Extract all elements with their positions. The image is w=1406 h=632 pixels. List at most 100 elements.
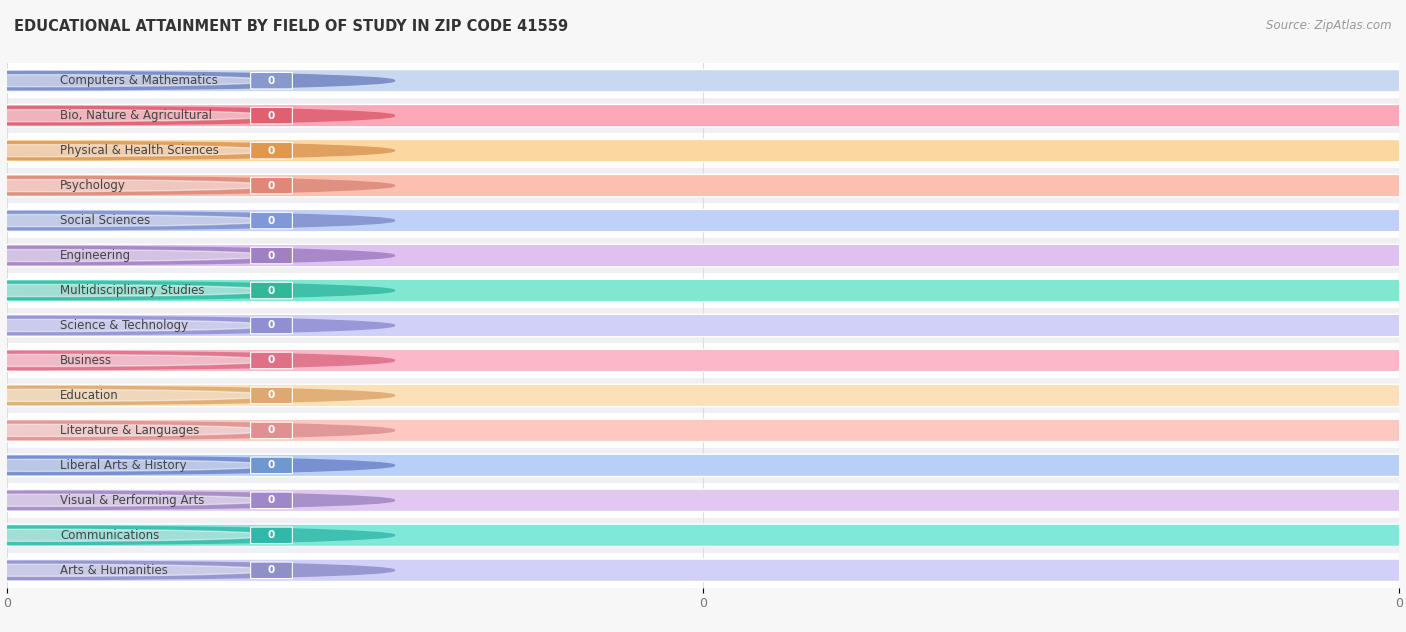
FancyBboxPatch shape [0,140,1406,162]
Circle shape [0,75,274,87]
FancyBboxPatch shape [0,209,1406,232]
FancyBboxPatch shape [250,107,292,124]
Bar [7,238,1399,273]
Text: 0: 0 [269,145,276,155]
Text: Literature & Languages: Literature & Languages [60,424,200,437]
FancyBboxPatch shape [250,142,292,159]
Circle shape [0,214,274,227]
Bar [7,63,1399,98]
Circle shape [0,142,395,160]
FancyBboxPatch shape [250,352,292,368]
FancyBboxPatch shape [0,524,1406,547]
FancyBboxPatch shape [250,527,292,544]
Text: Source: ZipAtlas.com: Source: ZipAtlas.com [1267,19,1392,32]
FancyBboxPatch shape [0,559,1406,581]
Circle shape [0,494,274,506]
FancyBboxPatch shape [250,387,292,404]
Text: Computers & Mathematics: Computers & Mathematics [60,74,218,87]
Circle shape [0,179,274,191]
Text: 0: 0 [269,76,276,86]
Circle shape [0,109,274,122]
Bar [7,133,1399,168]
Bar [7,448,1399,483]
Circle shape [0,319,274,332]
Text: Social Sciences: Social Sciences [60,214,150,227]
Text: 0: 0 [269,250,276,260]
FancyBboxPatch shape [0,454,1406,477]
Bar [7,273,1399,308]
Circle shape [0,526,395,544]
Circle shape [0,351,395,370]
Text: Liberal Arts & History: Liberal Arts & History [60,459,187,472]
Text: 0: 0 [269,216,276,226]
Circle shape [0,284,274,296]
FancyBboxPatch shape [0,349,1406,372]
Circle shape [0,281,395,300]
FancyBboxPatch shape [250,457,292,473]
FancyBboxPatch shape [0,314,1406,337]
Circle shape [0,491,395,509]
Bar [7,343,1399,378]
FancyBboxPatch shape [0,174,1406,197]
Bar [7,203,1399,238]
FancyBboxPatch shape [0,384,1406,406]
FancyBboxPatch shape [250,317,292,334]
Text: 0: 0 [269,355,276,365]
Text: Visual & Performing Arts: Visual & Performing Arts [60,494,204,507]
Text: Multidisciplinary Studies: Multidisciplinary Studies [60,284,204,297]
FancyBboxPatch shape [250,178,292,194]
Text: Arts & Humanities: Arts & Humanities [60,564,167,577]
Text: Business: Business [60,354,112,367]
Text: 0: 0 [269,111,276,121]
Text: Communications: Communications [60,529,159,542]
FancyBboxPatch shape [250,73,292,89]
Text: Physical & Health Sciences: Physical & Health Sciences [60,144,219,157]
Bar [7,483,1399,518]
Circle shape [0,561,395,580]
Text: 0: 0 [269,286,276,296]
Circle shape [0,107,395,125]
FancyBboxPatch shape [0,104,1406,127]
Bar [7,308,1399,343]
Circle shape [0,456,395,475]
Circle shape [0,355,274,367]
Bar [7,168,1399,203]
FancyBboxPatch shape [250,247,292,264]
Text: Bio, Nature & Agricultural: Bio, Nature & Agricultural [60,109,212,122]
FancyBboxPatch shape [250,212,292,229]
FancyBboxPatch shape [250,422,292,439]
Text: 0: 0 [269,530,276,540]
Text: 0: 0 [269,320,276,331]
Circle shape [0,317,395,334]
Text: Education: Education [60,389,118,402]
Text: 0: 0 [269,425,276,435]
FancyBboxPatch shape [250,492,292,509]
Text: 0: 0 [269,460,276,470]
Text: 0: 0 [269,565,276,575]
Circle shape [0,529,274,542]
Bar [7,378,1399,413]
Bar [7,553,1399,588]
Circle shape [0,212,395,229]
Bar [7,518,1399,553]
Circle shape [0,459,274,471]
Circle shape [0,145,274,157]
Circle shape [0,176,395,195]
Circle shape [0,250,274,262]
FancyBboxPatch shape [250,283,292,299]
FancyBboxPatch shape [0,245,1406,267]
Circle shape [0,564,274,576]
Text: Science & Technology: Science & Technology [60,319,188,332]
Text: 0: 0 [269,495,276,506]
Text: 0: 0 [269,391,276,401]
FancyBboxPatch shape [0,489,1406,511]
Circle shape [0,71,395,90]
Text: 0: 0 [269,181,276,191]
FancyBboxPatch shape [0,419,1406,442]
Circle shape [0,386,395,404]
FancyBboxPatch shape [250,562,292,578]
Circle shape [0,389,274,401]
FancyBboxPatch shape [0,279,1406,301]
Circle shape [0,246,395,265]
FancyBboxPatch shape [0,70,1406,92]
